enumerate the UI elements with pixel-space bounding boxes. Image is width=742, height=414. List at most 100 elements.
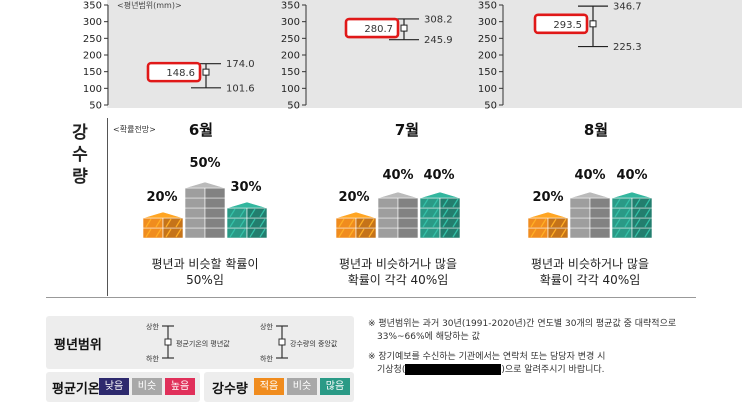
june-probability-stacks bbox=[142, 170, 273, 242]
block-front-right bbox=[589, 227, 611, 239]
normal-stack-block bbox=[377, 217, 419, 229]
july-caption-line2: 확률이 각각 40%임 bbox=[347, 273, 449, 287]
mean-value-label: 148.6 bbox=[166, 68, 195, 79]
low-stack-block bbox=[142, 217, 184, 229]
y-tick-label: 100 bbox=[83, 84, 102, 95]
block-stripe bbox=[550, 218, 557, 228]
high-stack-top bbox=[419, 191, 461, 199]
july-caption-line1: 평년과 비슷하거나 많을 bbox=[338, 257, 458, 271]
august-caption-line2: 확률이 각각 40%임 bbox=[539, 273, 641, 287]
block-front-left bbox=[377, 227, 399, 239]
block-front-right bbox=[589, 217, 611, 229]
block-front-right bbox=[204, 217, 226, 229]
block-stripe bbox=[452, 198, 459, 208]
block-stripe bbox=[624, 218, 631, 228]
lower-value-label: 245.9 bbox=[424, 35, 453, 46]
block-stripe bbox=[644, 228, 651, 238]
block-front-left bbox=[569, 217, 591, 229]
month-heading-june: 6월 bbox=[188, 121, 214, 139]
y-tick-label: 200 bbox=[478, 51, 497, 62]
stack-svg bbox=[335, 191, 461, 239]
normal-stack-block bbox=[569, 207, 611, 219]
block-stripe bbox=[368, 228, 375, 238]
note-2-suffix: )으로 알려주시기 바랍니다. bbox=[501, 365, 605, 375]
block-stripe bbox=[259, 218, 266, 228]
block-stripe bbox=[614, 218, 621, 228]
block-stripe bbox=[442, 228, 449, 238]
block-stripe bbox=[624, 228, 631, 238]
block-front-left bbox=[184, 217, 206, 229]
june-low-percent: 20% bbox=[146, 190, 178, 205]
block-stripe bbox=[229, 208, 236, 218]
legend-lower-label-2: 하한 bbox=[260, 355, 273, 363]
block-stripe bbox=[249, 208, 256, 218]
lower-value-label: 101.6 bbox=[226, 83, 255, 94]
range-legend-glyphs bbox=[162, 325, 288, 359]
block-stripe bbox=[239, 228, 246, 238]
block-stripe bbox=[259, 228, 266, 238]
block-stripe bbox=[442, 218, 449, 228]
july-caption: 평년과 비슷하거나 많을 확률이 각각 40%임 bbox=[318, 256, 478, 288]
range-chart-june: 350 300 250 200 150 100 50 174.0 101.6 148.6 bbox=[83, 1, 255, 112]
block-stripe bbox=[358, 228, 365, 238]
y-tick-label: 150 bbox=[281, 67, 300, 78]
redacted-contact bbox=[405, 364, 502, 375]
august-caption: 평년과 비슷하거나 많을 확률이 각각 40%임 bbox=[510, 256, 670, 288]
temp-chip-high: 높음 bbox=[165, 378, 195, 395]
legend-lower-label-1: 하한 bbox=[146, 355, 159, 363]
block-stripe bbox=[358, 218, 365, 228]
august-normal-percent: 40% bbox=[574, 168, 606, 183]
block-stripe bbox=[229, 228, 236, 238]
block-stripe bbox=[644, 218, 651, 228]
block-stripe bbox=[422, 208, 429, 218]
precip-chip-normal: 비슷 bbox=[287, 378, 317, 395]
note-2-prefix: 기상청( bbox=[377, 365, 406, 375]
section-char-3: 량 bbox=[72, 167, 88, 187]
normal-range-chart-band: <평년범위(mm)> 350 300 250 200 150 100 50 174.0 101.… bbox=[0, 0, 742, 116]
low-stack-block bbox=[335, 217, 377, 229]
block-front-left bbox=[377, 207, 399, 219]
range-panel-august: 350 300 250 200 150 100 50 346.7 225.3 293.5 bbox=[455, 0, 655, 116]
block-stripe bbox=[249, 228, 256, 238]
block-front-left bbox=[377, 217, 399, 229]
block-stripe bbox=[452, 208, 459, 218]
note-1-line-1: ※ 평년범위는 과거 30년(1991-2020년)간 연도별 30개의 평균값… bbox=[368, 319, 677, 329]
high-stack-top bbox=[226, 201, 268, 209]
high-stack-block bbox=[226, 207, 268, 219]
upper-value-label: 346.7 bbox=[613, 2, 642, 13]
value-marker bbox=[202, 68, 210, 76]
august-high-percent: 40% bbox=[616, 168, 648, 183]
block-front-right bbox=[204, 227, 226, 239]
block-stripe bbox=[624, 208, 631, 218]
block-front-right bbox=[397, 197, 419, 209]
block-stripe bbox=[175, 228, 182, 238]
block-front-left bbox=[184, 197, 206, 209]
block-front-left bbox=[569, 197, 591, 209]
high-stack-block bbox=[611, 227, 653, 239]
normal-stack-block bbox=[569, 197, 611, 209]
block-stripe bbox=[432, 208, 439, 218]
y-tick-label: 300 bbox=[281, 17, 300, 28]
month-heading-august: 8월 bbox=[583, 121, 609, 139]
august-caption-line1: 평년과 비슷하거나 많을 bbox=[530, 257, 650, 271]
high-stack-block bbox=[611, 197, 653, 209]
range-chart-july: 350 300 250 200 150 100 50 308.2 245.9 280.7 bbox=[281, 1, 453, 112]
section-char-1: 강 bbox=[72, 123, 88, 143]
normal-stack-block bbox=[569, 217, 611, 229]
value-marker bbox=[400, 24, 408, 32]
note-1-line-2: 33%~66%에 해당하는 값 bbox=[377, 332, 480, 342]
normal-stack-top bbox=[184, 181, 226, 189]
precipitation-section-label: 강 수 량 bbox=[60, 122, 100, 188]
precip-chip-low: 적음 bbox=[254, 378, 284, 395]
y-tick-label: 100 bbox=[478, 84, 497, 95]
low-stack-top bbox=[335, 211, 377, 219]
block-stripe bbox=[442, 208, 449, 218]
block-front-left bbox=[377, 197, 399, 209]
block-stripe bbox=[249, 218, 256, 228]
normal-stack-block bbox=[377, 207, 419, 219]
value-highlight-box bbox=[344, 17, 400, 39]
block-stripe bbox=[239, 218, 246, 228]
block-stripe bbox=[452, 218, 459, 228]
block-stripe bbox=[348, 218, 355, 228]
block-stripe bbox=[614, 198, 621, 208]
